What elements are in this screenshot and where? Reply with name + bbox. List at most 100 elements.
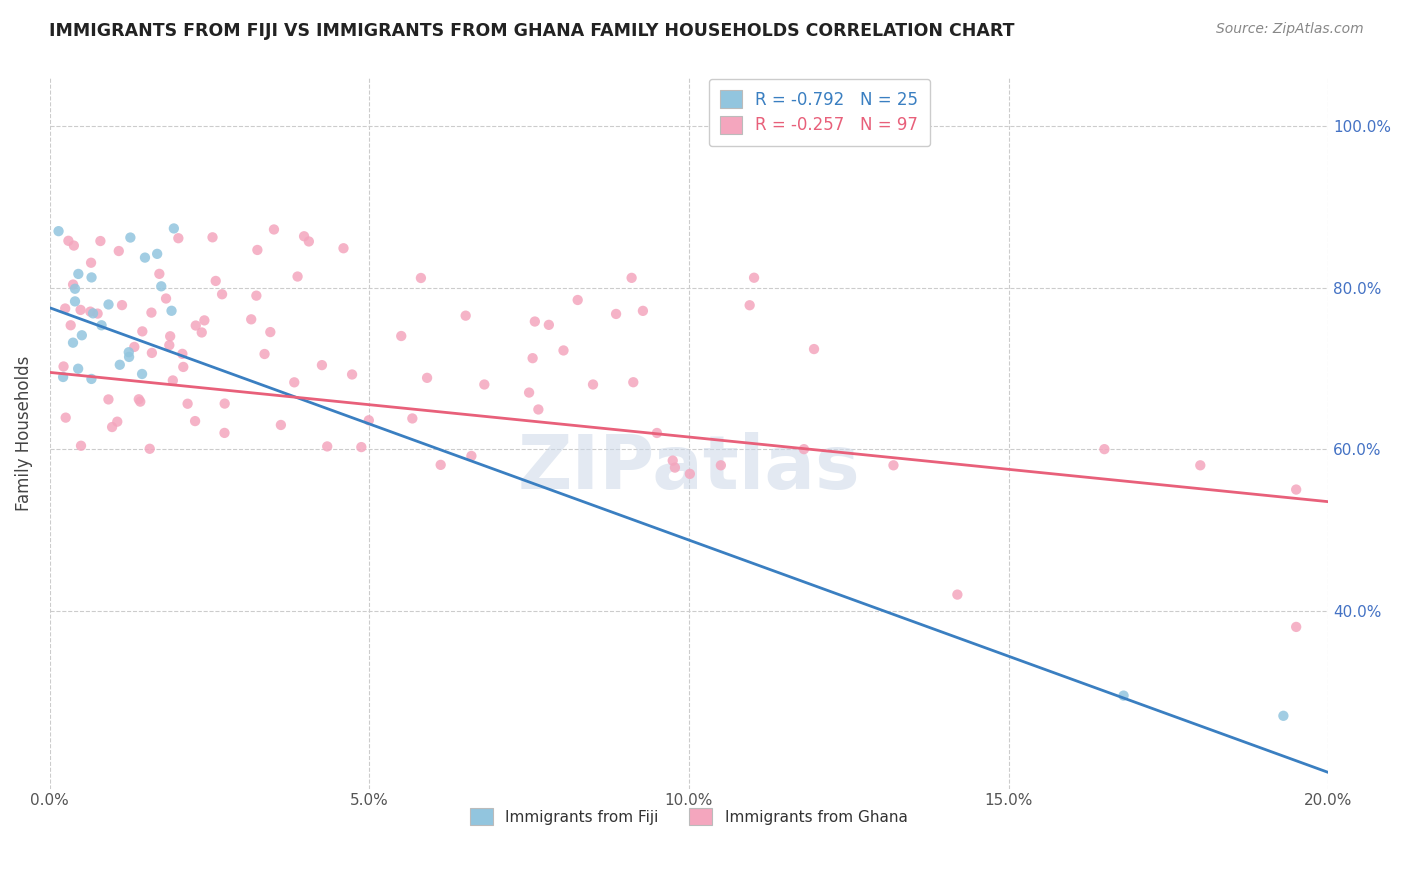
Point [53, 301, 76, 316]
Point [803, 342, 825, 356]
Point [631, 304, 654, 318]
Point [162, 374, 184, 388]
Point [101, 420, 124, 434]
Point [70, 439, 93, 453]
Point [138, 442, 160, 456]
Point [184, 414, 207, 428]
Text: IMMIGRANTS FROM FIJI VS IMMIGRANTS FROM GHANA FAMILY HOUSEHOLDS CORRELATION CHAR: IMMIGRANTS FROM FIJI VS IMMIGRANTS FROM … [49, 22, 1015, 40]
Point [340, 368, 363, 382]
Point [661, 453, 683, 467]
Point [176, 397, 198, 411]
Point [80, 270, 103, 285]
Point [105, 415, 128, 429]
Point [111, 298, 134, 312]
Point [82, 306, 104, 320]
Point [409, 271, 432, 285]
Point [742, 270, 765, 285]
Point [946, 588, 969, 602]
Point [246, 243, 269, 257]
Point [240, 312, 263, 326]
Point [522, 351, 544, 366]
Point [131, 325, 153, 339]
Point [118, 350, 141, 364]
Point [67, 267, 90, 281]
Point [172, 347, 194, 361]
Point [738, 298, 761, 312]
Point [120, 230, 142, 244]
Point [70, 328, 93, 343]
Point [793, 442, 815, 457]
Point [107, 244, 129, 258]
Point [311, 358, 333, 372]
Point [97, 297, 120, 311]
Point [67, 361, 90, 376]
Point [201, 230, 224, 244]
Point [141, 305, 163, 319]
Point [63, 238, 86, 252]
Point [204, 274, 226, 288]
Point [52, 370, 75, 384]
Point [108, 358, 131, 372]
Point [59, 318, 82, 333]
Point [48, 224, 70, 238]
Point [86, 307, 108, 321]
Point [357, 413, 380, 427]
Point [1285, 620, 1308, 634]
Point [350, 440, 373, 454]
Point [150, 279, 173, 293]
Point [316, 439, 339, 453]
Point [527, 402, 550, 417]
Point [62, 335, 84, 350]
Y-axis label: Family Households: Family Households [15, 355, 32, 511]
Point [55, 410, 77, 425]
Point [52, 359, 75, 374]
Point [62, 277, 84, 292]
Point [287, 269, 309, 284]
Point [253, 347, 276, 361]
Point [63, 282, 86, 296]
Legend: Immigrants from Fiji, Immigrants from Ghana: Immigrants from Fiji, Immigrants from Gh… [461, 799, 917, 834]
Point [141, 346, 163, 360]
Point [211, 287, 233, 301]
Point [605, 307, 627, 321]
Point [416, 371, 439, 385]
Point [567, 293, 589, 307]
Point [298, 235, 321, 249]
Point [645, 425, 668, 440]
Point [134, 251, 156, 265]
Point [79, 304, 101, 318]
Point [80, 372, 103, 386]
Point [146, 247, 169, 261]
Point [710, 458, 733, 473]
Point [553, 343, 575, 358]
Point [193, 313, 215, 327]
Point [97, 392, 120, 407]
Point [118, 345, 141, 359]
Text: ZIPatlas: ZIPatlas [517, 432, 860, 505]
Point [90, 318, 112, 333]
Point [259, 325, 281, 339]
Point [270, 417, 292, 432]
Point [401, 411, 423, 425]
Point [63, 294, 86, 309]
Point [292, 229, 315, 244]
Point [332, 241, 354, 255]
Point [460, 449, 482, 463]
Point [523, 314, 546, 328]
Point [129, 394, 152, 409]
Point [58, 234, 80, 248]
Point [131, 367, 153, 381]
Text: Source: ZipAtlas.com: Source: ZipAtlas.com [1216, 22, 1364, 37]
Point [163, 221, 186, 235]
Point [1092, 442, 1115, 457]
Point [679, 467, 702, 481]
Point [167, 231, 190, 245]
Point [517, 385, 540, 400]
Point [89, 234, 111, 248]
Point [190, 326, 212, 340]
Point [472, 377, 495, 392]
Point [882, 458, 904, 473]
Point [148, 267, 170, 281]
Point [664, 460, 686, 475]
Point [620, 270, 643, 285]
